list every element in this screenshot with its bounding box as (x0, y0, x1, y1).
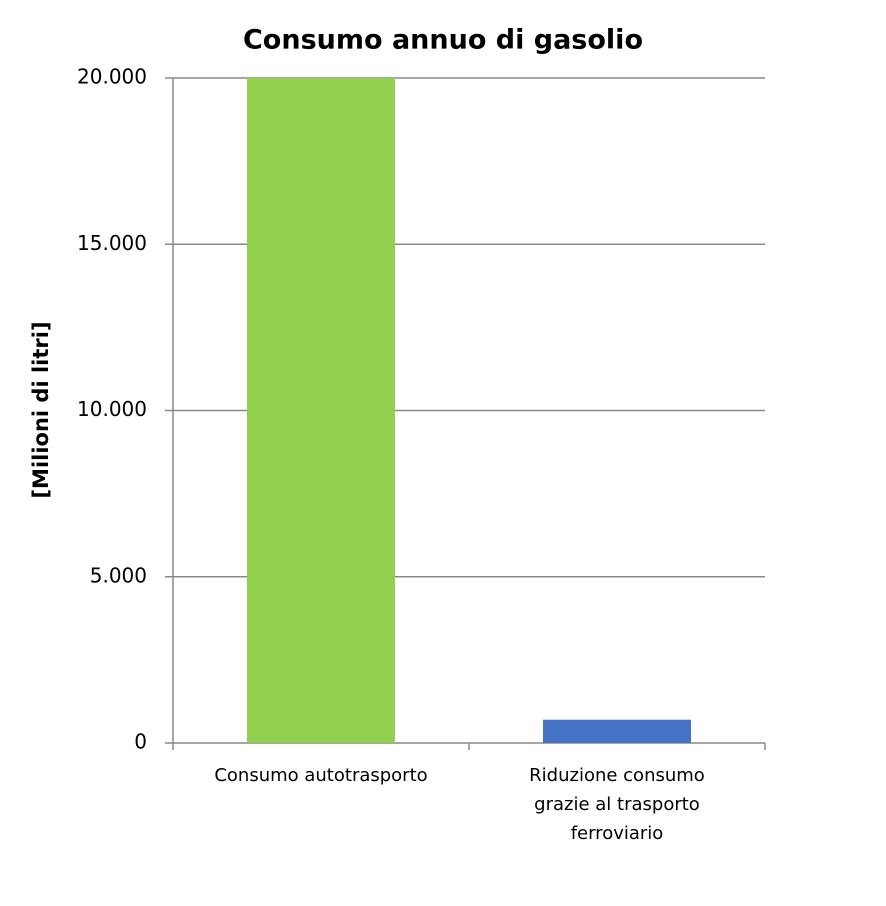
bar (543, 719, 691, 743)
y-tick-label: 20.000 (77, 65, 147, 89)
y-axis-label: [Milioni di litri] (29, 321, 53, 498)
x-tick-label: Consumo autotrasporto (214, 765, 428, 786)
x-tick-label: Riduzione consumo grazie al trasporto fe… (529, 765, 705, 844)
y-tick-label: 10.000 (77, 397, 147, 421)
y-tick-label: 5.000 (90, 563, 147, 587)
bar (247, 78, 395, 743)
y-tick-label: 15.000 (77, 231, 147, 255)
y-tick-label: 0 (134, 730, 147, 754)
chart-title: Consumo annuo di gasolio (243, 25, 643, 56)
